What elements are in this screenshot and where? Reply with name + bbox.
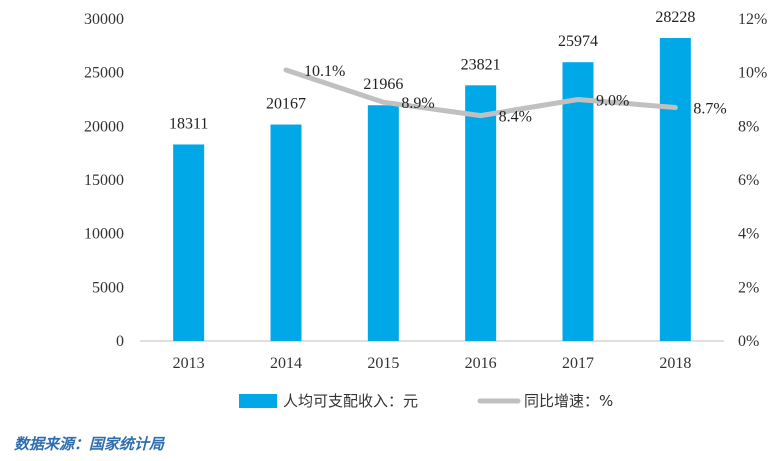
bar bbox=[659, 38, 691, 341]
y-right-tick-label: 4% bbox=[738, 226, 759, 243]
x-tick-label: 2018 bbox=[659, 355, 691, 372]
bar-value-label: 21966 bbox=[363, 76, 403, 93]
bars-group bbox=[173, 38, 691, 342]
data-labels-group: 18311 20167 21966 23821 25974 28228 10.1% 8.9% 8… bbox=[169, 9, 727, 132]
y-left-tick-label: 20000 bbox=[84, 118, 124, 135]
legend-swatch-bar bbox=[239, 394, 277, 408]
source-note: 数据来源：国家统计局 bbox=[14, 435, 165, 453]
legend: 人均可支配收入：元 同比增速：% bbox=[239, 392, 613, 410]
y-right-tick-label: 8% bbox=[738, 118, 759, 135]
bar-value-label: 23821 bbox=[461, 56, 501, 73]
x-tick-label: 2015 bbox=[367, 355, 399, 372]
growth-value-label: 10.1% bbox=[304, 63, 345, 80]
y-right-tick-label: 10% bbox=[738, 65, 767, 82]
growth-value-label: 8.7% bbox=[693, 101, 726, 118]
legend-label-line: 同比增速：% bbox=[524, 392, 613, 410]
growth-value-label: 8.9% bbox=[401, 95, 434, 112]
x-tick-label: 2017 bbox=[562, 355, 594, 372]
growth-line bbox=[283, 67, 678, 119]
bar-value-label: 25974 bbox=[558, 33, 598, 50]
growth-line-group bbox=[283, 67, 678, 119]
y-left-tick-label: 15000 bbox=[84, 172, 124, 189]
y-right-tick-label: 12% bbox=[738, 11, 767, 28]
legend-label-bar: 人均可支配收入：元 bbox=[283, 392, 418, 410]
y-left-tick-label: 30000 bbox=[84, 11, 124, 28]
bar bbox=[367, 105, 399, 341]
y-right-tick-label: 6% bbox=[738, 172, 759, 189]
bar-value-label: 20167 bbox=[266, 96, 306, 113]
growth-value-label: 8.4% bbox=[499, 109, 532, 126]
y-left-tick-label: 5000 bbox=[92, 279, 124, 296]
x-tick-label: 2016 bbox=[465, 355, 497, 372]
x-tick-label: 2014 bbox=[270, 355, 302, 372]
y-left-tick-label: 0 bbox=[116, 333, 124, 350]
x-tick-label: 2013 bbox=[173, 355, 205, 372]
y-left-tick-label: 10000 bbox=[84, 226, 124, 243]
bar-value-label: 28228 bbox=[655, 9, 695, 26]
growth-value-label: 9.0% bbox=[596, 93, 629, 110]
bar bbox=[465, 85, 497, 342]
y-right-tick-label: 0% bbox=[738, 333, 759, 350]
bar bbox=[270, 124, 302, 341]
y-right-tick-label: 2% bbox=[738, 279, 759, 296]
bar bbox=[562, 62, 594, 341]
y-left-tick-label: 25000 bbox=[84, 65, 124, 82]
bar-value-label: 18311 bbox=[169, 115, 208, 132]
axes: 0 5000 10000 15000 20000 25000 30000 0% 2% 4% 6% 8%… bbox=[84, 11, 767, 372]
bar bbox=[173, 144, 205, 341]
